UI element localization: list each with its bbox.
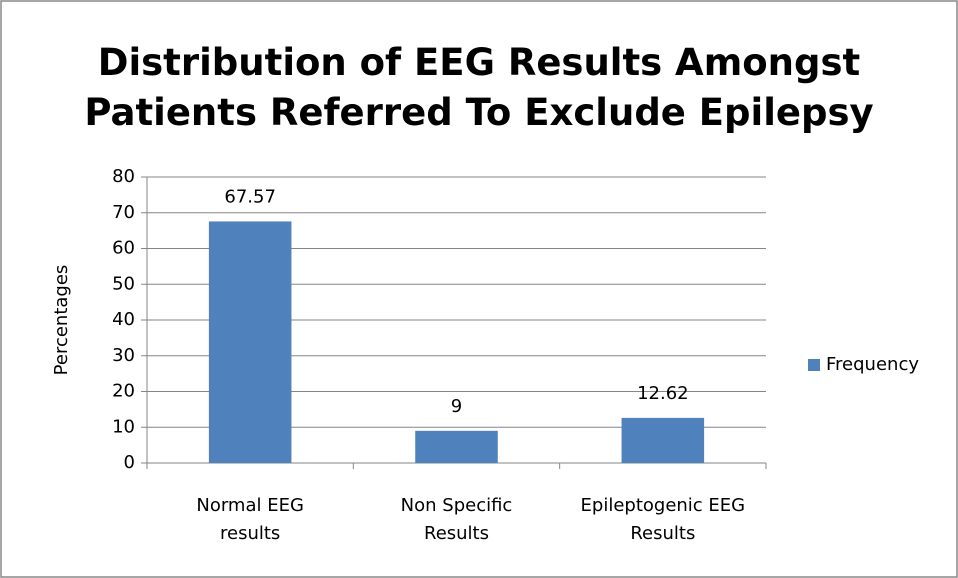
chart-title: Distribution of EEG Results Amongst Pati… <box>84 41 874 134</box>
legend-label: Frequency <box>826 354 919 375</box>
y-tick-label: 80 <box>112 166 135 187</box>
x-tick-label: Normal EEG results <box>196 495 304 544</box>
y-axis-label: Percentages <box>51 265 72 376</box>
y-tick-label: 30 <box>112 345 135 366</box>
data-label: 9 <box>451 396 462 417</box>
data-label: 12.62 <box>637 383 689 404</box>
x-tick-label: Epileptogenic EEG Results <box>580 495 746 544</box>
y-tick-label: 20 <box>112 381 135 402</box>
y-tick-label: 0 <box>124 452 135 473</box>
bar <box>208 221 292 463</box>
bar <box>621 417 705 463</box>
y-tick-label: 70 <box>112 202 135 223</box>
legend-swatch <box>808 359 820 371</box>
y-tick-label: 50 <box>112 273 135 294</box>
y-tick-label: 60 <box>112 238 135 259</box>
y-tick-label: 40 <box>112 309 135 330</box>
bar <box>415 430 498 463</box>
x-tick-label: Non Specific Results <box>400 495 513 544</box>
data-label: 67.57 <box>224 186 276 207</box>
y-tick-label: 10 <box>112 416 135 437</box>
